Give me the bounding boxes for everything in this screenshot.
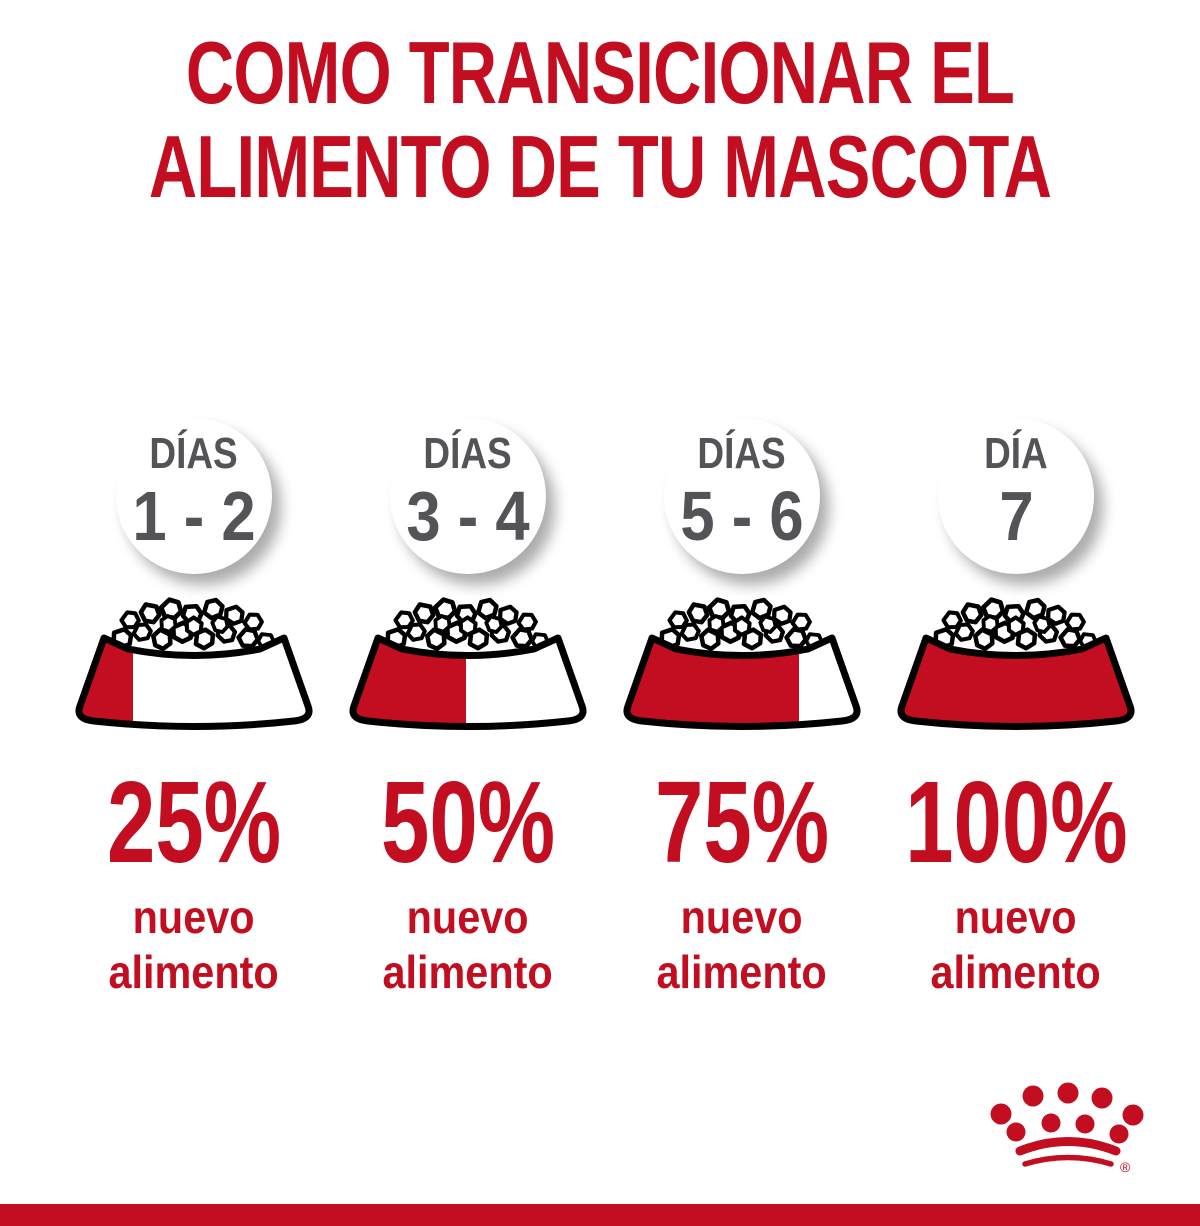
day-circle: DÍAS 5 - 6 xyxy=(664,418,820,574)
bottom-brand-bar xyxy=(0,1204,1200,1226)
transition-step-column-1: DÍAS 1 - 2 25% nuevo alimento xyxy=(57,418,331,1000)
day-range: 7 xyxy=(998,477,1034,555)
day-label: DÍAS xyxy=(149,429,239,478)
registered-mark: ® xyxy=(1120,1159,1131,1174)
page-title-line-1: COMO TRANSICIONAR EL xyxy=(185,23,1015,122)
new-food-caption: nuevo alimento xyxy=(383,890,553,1000)
day-circle: DÍAS 1 - 2 xyxy=(116,418,272,574)
caption-line-2: alimento xyxy=(656,946,828,998)
day-label: DÍAS xyxy=(423,429,513,478)
page-title-line-2: ALIMENTO DE TU MASCOTA xyxy=(148,117,1052,216)
day-label: DÍA xyxy=(984,429,1048,478)
caption-line-1: nuevo xyxy=(407,891,529,943)
new-food-percent: 100% xyxy=(904,757,1128,887)
caption-line-2: alimento xyxy=(930,946,1102,998)
transition-step-column-4: DÍA 7 100% nuevo alimento xyxy=(879,418,1153,1000)
day-label: DÍAS xyxy=(697,429,787,478)
caption-line-1: nuevo xyxy=(955,891,1077,943)
day-circle: DÍA 7 xyxy=(938,418,1094,574)
transition-step-column-2: DÍAS 3 - 4 50% nuevo alimento xyxy=(331,418,605,1000)
page-title: COMO TRANSICIONAR EL ALIMENTO DE TU MASC… xyxy=(0,26,1200,214)
transition-step-column-3: DÍAS 5 - 6 75% nuevo alimento xyxy=(605,418,879,1000)
day-range: 1 - 2 xyxy=(132,477,256,555)
caption-line-1: nuevo xyxy=(133,891,255,943)
food-bowl-25-icon xyxy=(74,594,314,734)
food-bowl-50-icon xyxy=(348,594,588,734)
caption-line-2: alimento xyxy=(382,946,554,998)
new-food-percent: 50% xyxy=(380,757,556,887)
food-bowl-75-icon xyxy=(622,594,862,734)
new-food-caption: nuevo alimento xyxy=(109,890,279,1000)
new-food-caption: nuevo alimento xyxy=(931,890,1101,1000)
day-range: 5 - 6 xyxy=(680,477,804,555)
transition-steps: DÍAS 1 - 2 25% nuevo alimento DÍAS 3 - 4 xyxy=(0,418,1200,1000)
day-circle: DÍAS 3 - 4 xyxy=(390,418,546,574)
caption-line-1: nuevo xyxy=(681,891,803,943)
new-food-percent: 75% xyxy=(654,757,830,887)
caption-line-2: alimento xyxy=(108,946,280,998)
day-range: 3 - 4 xyxy=(406,477,530,555)
royal-canin-crown-icon: ® xyxy=(990,1082,1144,1174)
new-food-caption: nuevo alimento xyxy=(657,890,827,1000)
new-food-percent: 25% xyxy=(106,757,282,887)
food-bowl-100-icon xyxy=(896,594,1136,734)
